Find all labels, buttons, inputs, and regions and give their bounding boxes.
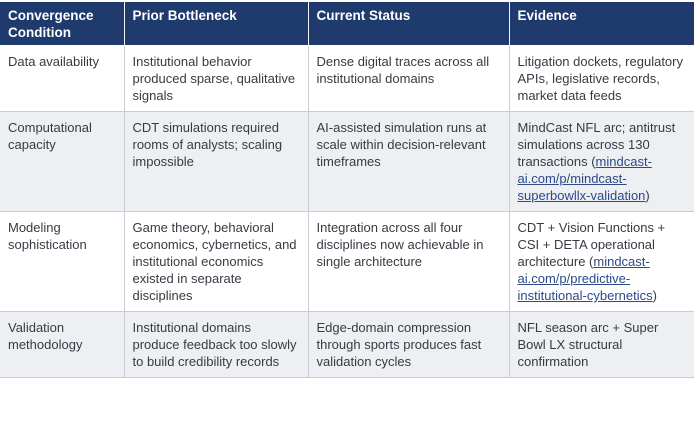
cell-convergence-condition: Computational capacity — [0, 111, 125, 212]
table-body: Data availability Institutional behavior … — [0, 45, 694, 378]
cell-current-status: Edge-domain compression through sports p… — [308, 311, 510, 378]
cell-prior-bottleneck: Institutional domains produce feedback t… — [124, 311, 309, 378]
col-header-prior-bottleneck: Prior Bottleneck — [124, 2, 309, 46]
table-row: Modeling sophistication Game theory, beha… — [0, 211, 694, 312]
table-row: Validation methodology Institutional doma… — [0, 311, 694, 378]
convergence-table: Convergence Condition Prior Bottleneck C… — [0, 2, 694, 378]
cell-current-status: Integration across all four disciplines … — [308, 211, 510, 312]
cell-prior-bottleneck: Game theory, behavioral economics, cyber… — [124, 211, 309, 312]
cell-evidence: MindCast NFL arc; antitrust simulations … — [509, 111, 694, 212]
cell-convergence-condition: Data availability — [0, 45, 125, 112]
evidence-link[interactable]: mindcast-ai.com/p/mindcast-superbowllx-v… — [517, 154, 652, 203]
col-header-convergence-condition: Convergence Condition — [0, 2, 125, 46]
table-row: Computational capacity CDT simulations re… — [0, 111, 694, 212]
table-row: Data availability Institutional behavior … — [0, 45, 694, 112]
cell-convergence-condition: Validation methodology — [0, 311, 125, 378]
cell-prior-bottleneck: Institutional behavior produced sparse, … — [124, 45, 309, 112]
cell-evidence: NFL season arc + Super Bowl LX structura… — [509, 311, 694, 378]
cell-evidence: CDT + Vision Functions + CSI + DETA oper… — [509, 211, 694, 312]
evidence-link[interactable]: mindcast-ai.com/p/predictive-institution… — [517, 254, 653, 303]
cell-current-status: AI-assisted simulation runs at scale wit… — [308, 111, 510, 212]
header-row: Convergence Condition Prior Bottleneck C… — [0, 2, 694, 46]
cell-prior-bottleneck: CDT simulations required rooms of analys… — [124, 111, 309, 212]
cell-convergence-condition: Modeling sophistication — [0, 211, 125, 312]
cell-evidence: Litigation dockets, regulatory APIs, leg… — [509, 45, 694, 112]
col-header-evidence: Evidence — [509, 2, 694, 46]
cell-current-status: Dense digital traces across all institut… — [308, 45, 510, 112]
col-header-current-status: Current Status — [308, 2, 510, 46]
